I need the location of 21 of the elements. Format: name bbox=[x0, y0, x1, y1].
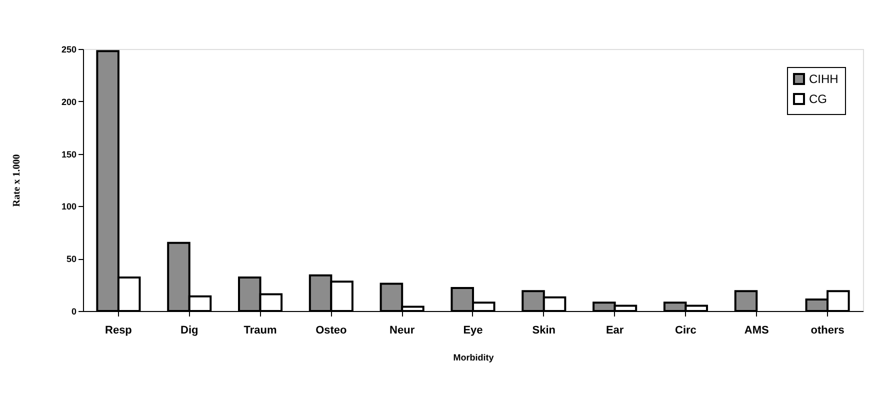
legend-label: CIHH bbox=[809, 72, 838, 86]
y-axis-title: Rate x 1.000 bbox=[11, 154, 22, 207]
y-tick-label: 50 bbox=[66, 254, 76, 264]
y-tick-label: 0 bbox=[71, 306, 76, 316]
y-tick-label: 250 bbox=[61, 44, 76, 54]
x-tick-label: Traum bbox=[244, 324, 277, 336]
y-tick-label: 150 bbox=[61, 149, 76, 160]
x-tick-label: Resp bbox=[105, 324, 132, 336]
y-tick-label: 100 bbox=[61, 202, 76, 212]
x-tick-label: Eye bbox=[463, 324, 483, 336]
x-tick-label: AMS bbox=[744, 324, 769, 336]
x-tick-label: Neur bbox=[390, 324, 416, 336]
x-tick-label: others bbox=[810, 324, 844, 336]
x-tick-label: Ear bbox=[606, 324, 624, 336]
x-tick-label: Osteo bbox=[316, 324, 348, 336]
legend-label: CG bbox=[809, 92, 827, 106]
x-tick-label: Dig bbox=[180, 324, 198, 336]
y-tick-label: 200 bbox=[61, 96, 76, 107]
x-tick-label: Circ bbox=[675, 324, 696, 336]
x-tick-label: Skin bbox=[532, 324, 556, 336]
x-axis-title: Morbidity bbox=[453, 352, 494, 362]
